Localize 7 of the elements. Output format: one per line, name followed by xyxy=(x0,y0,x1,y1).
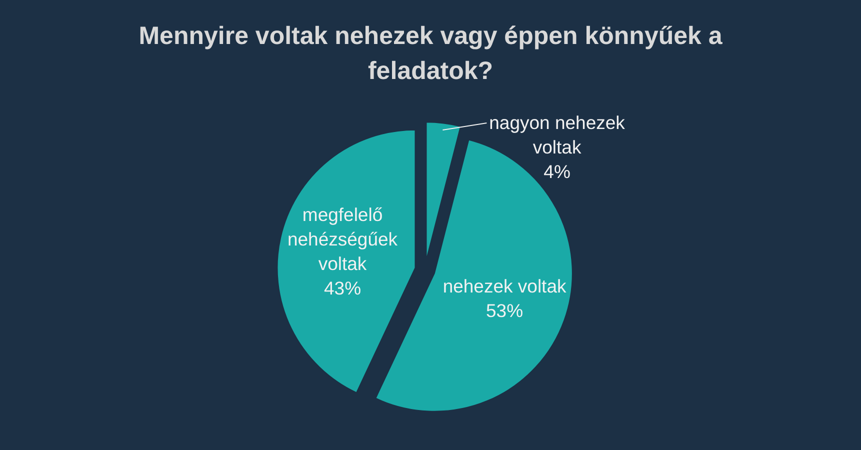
data-label: 43% xyxy=(324,277,362,298)
chart-title: Mennyire voltak nehezek vagy éppen könnyűek a feladatok? xyxy=(138,22,724,85)
data-label: 53% xyxy=(486,300,524,321)
data-label: 4% xyxy=(544,161,570,182)
slice-label: nehezek voltak xyxy=(442,275,567,296)
slice-label: megfelelő nehézségűek voltak xyxy=(287,204,398,274)
slice-label: nagyon nehezek voltak xyxy=(489,112,626,158)
